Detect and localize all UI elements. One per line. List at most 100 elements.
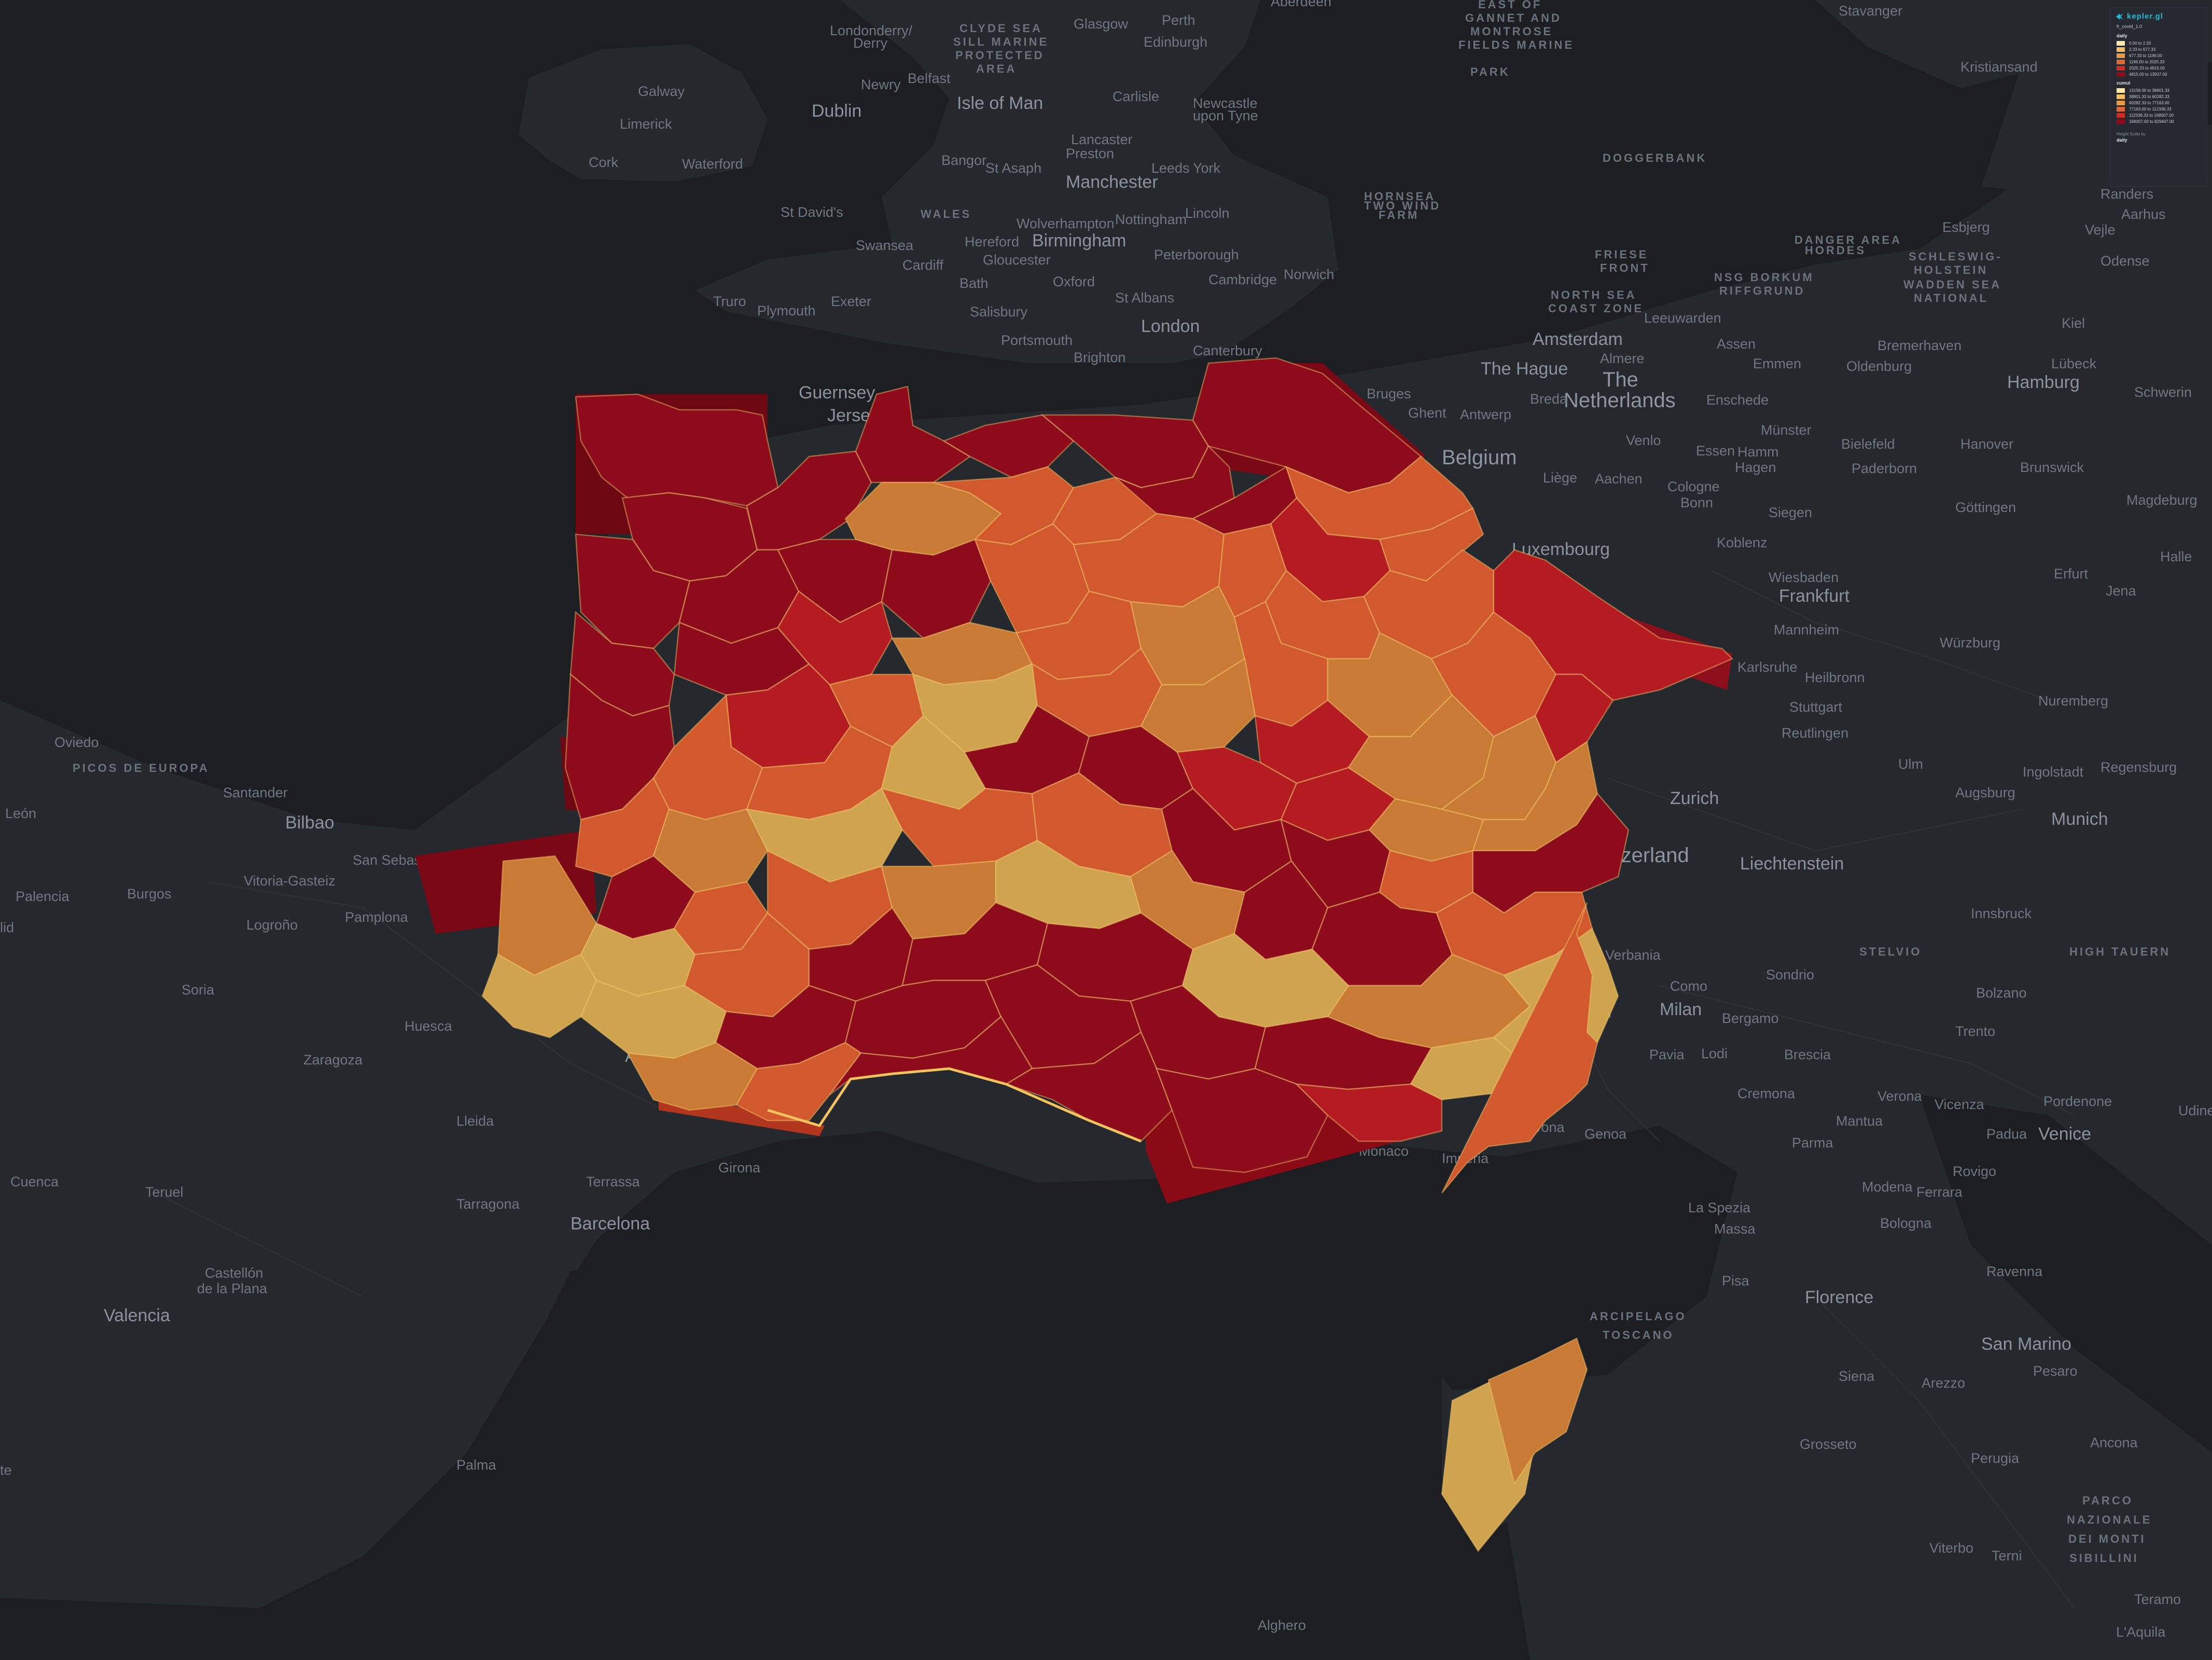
legend-item: 13158.00 to 38801.33	[2110, 87, 2207, 93]
map-label-city: Siena	[1839, 1368, 1875, 1384]
department-polygon[interactable]	[1156, 1068, 1329, 1173]
legend-item-label: 168007.00 to 829447.00	[2129, 119, 2174, 124]
map-label-city: Breda	[1530, 391, 1568, 407]
department-polygon[interactable]	[1487, 1337, 1588, 1486]
map-label-city: Enschede	[1706, 392, 1769, 408]
legend-swatch	[2117, 100, 2125, 105]
legend-item: 2025.33 to 4815.00	[2110, 65, 2207, 71]
department-polygon[interactable]	[652, 808, 769, 893]
map-label-city: Jena	[2106, 583, 2137, 599]
legend-swatch	[2117, 113, 2125, 118]
legend-swatch	[2117, 88, 2125, 93]
legend-group-title: cumul	[2117, 80, 2131, 86]
map-label-park: SIBILLINI	[2069, 1552, 2139, 1565]
map-label-city: Hagen	[1735, 460, 1776, 475]
map-label-city: Bremerhaven	[1877, 338, 1961, 353]
map-label-city: Gloucester	[983, 252, 1051, 268]
map-label-park: COAST ZONE	[1548, 302, 1644, 315]
department-polygon[interactable]	[1140, 657, 1256, 753]
department-polygon[interactable]	[1441, 902, 1598, 1194]
map-label-city: Münster	[1761, 422, 1812, 438]
department-polygon[interactable]	[1005, 1031, 1173, 1142]
map-label-major: Birmingham	[1032, 231, 1126, 251]
map-label-city: Arezzo	[1922, 1375, 1965, 1391]
kepler-logo[interactable]: kepler.gl	[2110, 8, 2207, 23]
land-great-britain	[695, 0, 1338, 363]
map-label-city: Padua	[1986, 1126, 2027, 1142]
department-polygon[interactable]	[881, 538, 992, 639]
map-label-major: Hamburg	[2007, 372, 2080, 392]
map-label-park: AREA	[976, 62, 1017, 75]
map-label-city: Perth	[1162, 12, 1195, 28]
map-label-city: Ravenna	[1986, 1264, 2043, 1279]
map-label-city: Reutlingen	[1782, 725, 1848, 741]
map-label-major: Zurich	[1670, 789, 1719, 808]
map-label-park: PROTECTED	[955, 49, 1045, 62]
map-legend-panel: kepler.gl fr_covid_1.0 daily 0.00 to 2.33…	[2110, 7, 2207, 187]
map-label-city: Oldenburg	[1846, 358, 1912, 374]
map-label-city: Bologna	[1880, 1215, 1932, 1231]
france-choropleth-layer[interactable]	[415, 357, 1734, 1553]
legend-height-scale-title: Height Scale by	[2117, 132, 2146, 136]
map-label-park: NSG BORKUM	[1714, 271, 1814, 284]
sea-balearic	[0, 1245, 1530, 1660]
map-label-city: Brescia	[1784, 1047, 1831, 1062]
map-label-park: FIELDS MARINE	[1458, 38, 1574, 51]
map-label-city: Halle	[2160, 549, 2192, 564]
map-label-city: Sondrio	[1766, 967, 1814, 983]
department-polygon[interactable]	[1115, 445, 1235, 520]
map-label-city: Palencia	[16, 889, 70, 904]
map-label-major: Frankfurt	[1779, 586, 1850, 606]
map-label-city: Newcastle	[1193, 95, 1258, 111]
land-ireland	[519, 44, 768, 182]
map-label-city: Truro	[713, 294, 746, 309]
map-label-park: DEI MONTI	[2068, 1532, 2146, 1545]
map-label-city: Wolverhampton	[1017, 216, 1115, 231]
map-label-major: Bilbao	[285, 813, 335, 833]
map-label-major: San Marino	[1981, 1334, 2071, 1354]
map-label-city: Hanover	[1960, 436, 2013, 452]
map-label-park: TOSCANO	[1603, 1329, 1674, 1341]
map-label-city: Perugia	[1971, 1450, 2020, 1466]
legend-item: 60282.33 to 77163.00	[2110, 100, 2207, 106]
map-label-city: León	[5, 806, 36, 821]
map-label-park: PICOS DE EUROPA	[73, 762, 210, 774]
map-label-city: Nuremberg	[2038, 693, 2108, 709]
map-label-city: Vejle	[2085, 222, 2116, 238]
map-label-city: Genoa	[1584, 1126, 1627, 1142]
legend-item: 112336.33 to 168007.00	[2110, 112, 2207, 118]
map-label-city: Rovigo	[1953, 1164, 1996, 1179]
map-label-major: Barcelona	[571, 1214, 650, 1234]
map-label-park: HORNSEA	[1364, 190, 1436, 203]
legend-swatch	[2117, 106, 2125, 112]
map-label-city: Bangor	[941, 153, 986, 168]
map-label-city: Pordenone	[2043, 1094, 2112, 1109]
map-label-city: Logroño	[246, 917, 298, 933]
map-label-major: Dublin	[812, 101, 861, 121]
map-label-city: Glasgow	[1074, 16, 1129, 32]
map-label-city: Castellón	[205, 1265, 263, 1281]
department-polygon[interactable]	[1295, 1083, 1443, 1142]
department-polygon[interactable]	[942, 414, 1075, 478]
legend-swatch	[2117, 94, 2125, 99]
map-label-city: Pesaro	[2033, 1363, 2078, 1379]
department-polygon[interactable]	[1472, 792, 1630, 914]
map-label-city: Stuttgart	[1789, 699, 1843, 715]
legend-swatch	[2117, 40, 2125, 46]
map-label-park: FARM	[1379, 209, 1419, 222]
kepler-logo-icon	[2116, 13, 2123, 20]
department-polygon[interactable]	[1493, 549, 1734, 701]
map-label-city: Emmen	[1753, 356, 1801, 371]
map-label-city: Esbjerg	[1942, 219, 1990, 235]
map-label-city: upon Tyne	[1193, 108, 1258, 123]
map-label-city: Viterbo	[1929, 1540, 1973, 1556]
map-label-city: Verona	[1877, 1088, 1923, 1104]
map-label-city: Teramo	[2134, 1592, 2181, 1607]
map-label-park: TWO WIND	[1364, 199, 1441, 212]
map-label-city: Burgos	[127, 886, 172, 902]
map-label-city: Brighton	[1074, 350, 1126, 365]
map-label-park: FRIESE	[1595, 248, 1648, 261]
map-label-city: Exeter	[831, 294, 871, 309]
